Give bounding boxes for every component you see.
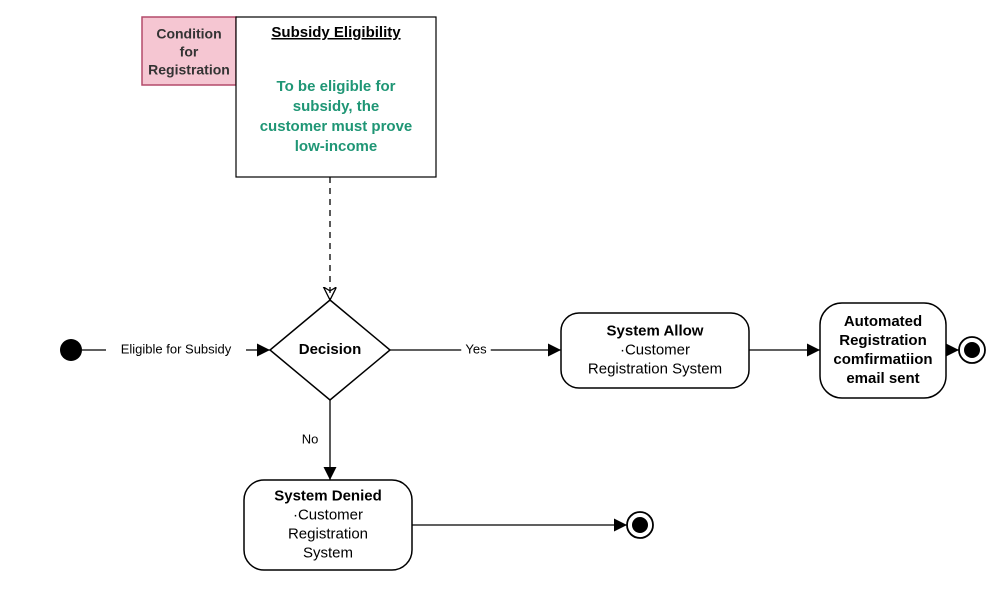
end-node-2	[627, 512, 653, 538]
svg-text:·Customer: ·Customer	[293, 506, 363, 523]
edge-label-decision_no: No	[302, 431, 319, 446]
svg-text:Condition: Condition	[156, 26, 221, 42]
svg-text:subsidy, the: subsidy, the	[293, 98, 379, 115]
condition-box: Condition for Registration	[142, 17, 236, 85]
svg-text:System Allow: System Allow	[607, 322, 704, 339]
svg-text:comfirmatiion: comfirmatiion	[833, 351, 932, 368]
svg-text:email sent: email sent	[846, 370, 919, 387]
note-title: Subsidy Eligibility	[271, 24, 401, 41]
svg-text:System: System	[303, 544, 353, 561]
edge-label-decision_yes: Yes	[465, 341, 487, 356]
note-box: Subsidy Eligibility To be eligible for sub…	[236, 17, 436, 177]
svg-text:To be eligible for: To be eligible for	[277, 78, 396, 95]
edge-decision_yes: Yes	[390, 341, 561, 356]
svg-text:low-income: low-income	[295, 138, 378, 155]
svg-text:for: for	[180, 44, 199, 60]
email-node: Automated Registration comfirmatiion email …	[820, 303, 946, 398]
decision-label: Decision	[299, 341, 362, 358]
svg-text:Registration: Registration	[148, 62, 230, 78]
svg-text:Registration System: Registration System	[588, 360, 722, 377]
allow-node: System Allow ·Customer Registration System	[561, 313, 749, 388]
end-node-1	[959, 337, 985, 363]
denied-node: System Denied ·Customer Registration System	[244, 480, 412, 570]
decision-node: Decision	[270, 300, 390, 400]
svg-text:System Denied: System Denied	[274, 487, 382, 504]
start-node	[60, 339, 82, 361]
svg-text:Registration: Registration	[839, 332, 927, 349]
svg-text:Automated: Automated	[844, 313, 922, 330]
edge-label-start_decision: Eligible for Subsidy	[121, 341, 232, 356]
svg-text:·Customer: ·Customer	[620, 341, 690, 358]
svg-text:Registration: Registration	[288, 525, 368, 542]
edge-start_decision: Eligible for Subsidy	[82, 341, 270, 356]
svg-text:customer must prove: customer must prove	[260, 118, 413, 135]
edge-decision_no: No	[302, 400, 330, 480]
